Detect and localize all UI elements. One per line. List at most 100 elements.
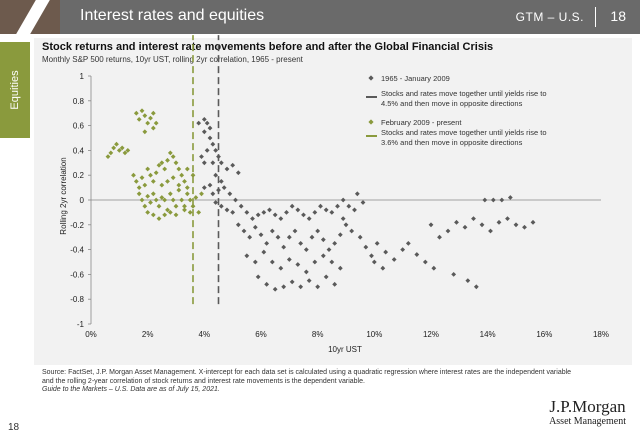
data-point-series-2 [139,108,145,114]
data-point-series-1 [363,244,369,250]
data-point-series-1 [462,224,468,230]
data-point-series-1 [332,281,338,287]
data-point-series-1 [269,228,275,234]
data-point-series-2 [165,179,170,184]
header-page-number: 18 [610,8,626,24]
x-tick-label: 6% [255,330,267,339]
brand-block [0,0,60,34]
data-point-series-1 [295,207,301,213]
data-point-series-1 [224,166,230,172]
legend-marker-series-2 [368,119,374,125]
data-point-series-1 [201,129,207,135]
legend-label-series-1: 1965 - January 2009 [381,74,450,83]
data-point-series-2 [173,212,179,218]
data-point-series-2 [136,185,142,190]
footer-page-number: 18 [8,422,20,433]
header-bar: Interest rates and equities GTM – U.S. 1… [0,0,640,34]
data-point-series-2 [182,207,187,213]
data-point-series-1 [216,187,221,193]
data-point-series-2 [105,154,111,159]
data-point-series-1 [207,135,213,141]
data-point-series-2 [131,172,136,178]
data-point-series-2 [153,120,159,126]
data-point-series-2 [142,113,148,119]
x-tick-label: 10% [366,330,382,339]
data-point-series-2 [182,203,187,209]
data-point-series-2 [148,115,153,121]
y-tick-label: -0.8 [70,295,84,304]
data-point-series-1 [490,197,496,203]
data-point-series-1 [213,148,219,153]
x-tick-label: 8% [312,330,324,339]
data-point-series-1 [258,232,264,238]
data-point-series-1 [445,228,451,234]
data-point-series-1 [284,210,289,215]
x-tick-label: 16% [536,330,552,339]
data-point-series-2 [173,160,179,166]
data-point-series-1 [306,216,312,221]
y-tick-label: -0.4 [70,246,84,255]
section-label: GTM – U.S. [515,10,584,24]
data-point-series-1 [233,197,238,203]
section-tab-equities[interactable]: Equities [0,42,30,138]
data-point-series-2 [139,197,145,203]
data-point-series-1 [371,259,377,265]
data-point-series-1 [289,203,295,209]
data-point-series-1 [522,224,527,230]
data-point-series-1 [349,228,355,234]
x-axis-label: 10yr UST [328,345,362,354]
data-point-series-2 [136,191,142,197]
data-point-series-1 [241,228,247,234]
data-point-series-1 [471,216,476,221]
chart-panel [34,38,632,365]
data-point-series-1 [210,191,216,197]
x-tick-label: 14% [480,330,496,339]
data-point-series-1 [451,272,457,277]
jpmorgan-logo: J.P.Morgan Asset Management [549,397,626,427]
data-point-series-1 [250,216,255,221]
data-point-series-1 [255,212,261,218]
data-point-series-1 [391,257,397,262]
data-point-series-1 [465,278,471,283]
data-point-series-1 [269,259,275,265]
data-point-series-1 [213,200,219,205]
data-point-series-2 [170,197,176,203]
data-point-series-1 [400,247,406,252]
data-point-series-1 [340,197,346,203]
x-tick-label: 18% [593,330,609,339]
chart-title: Stock returns and interest rate movement… [42,41,494,53]
data-point-series-2 [133,110,139,116]
data-point-series-2 [176,187,182,193]
data-point-series-2 [190,172,196,178]
y-tick-label: 1 [80,72,85,81]
data-point-series-1 [216,154,221,159]
data-point-series-1 [213,172,219,178]
data-point-series-1 [320,253,326,259]
data-point-series-1 [207,125,213,131]
y-tick-label: -1 [77,320,85,329]
page-title: Interest rates and equities [80,7,265,24]
data-point-series-1 [329,259,335,265]
data-point-series-2 [165,207,170,213]
data-point-series-2 [162,212,168,218]
data-point-series-1 [380,265,386,271]
data-point-series-2 [136,117,142,122]
data-point-series-2 [145,120,151,126]
data-point-series-1 [530,219,536,225]
data-point-series-2 [142,203,148,209]
data-point-series-2 [187,210,193,215]
data-point-series-2 [145,210,151,215]
data-point-series-1 [278,265,284,271]
data-point-series-1 [315,284,321,290]
data-point-series-2 [159,160,165,166]
data-point-series-1 [278,216,284,221]
data-point-series-1 [343,222,349,228]
data-point-series-1 [473,284,479,290]
data-point-series-2 [125,148,131,153]
legend-label-ref-1: 4.5% and then move in opposite direction… [381,99,523,108]
data-point-series-1 [264,241,270,246]
data-point-series-1 [422,259,428,265]
y-tick-label: 0.2 [73,171,85,180]
data-point-series-2 [159,182,165,188]
